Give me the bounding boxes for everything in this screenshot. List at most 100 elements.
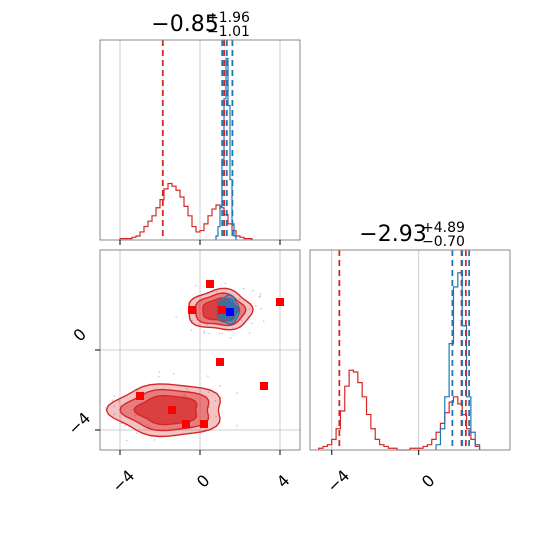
joint-sample-dot (238, 298, 241, 300)
joint-sample-dot (236, 425, 238, 427)
joint-sample-dot (259, 293, 262, 295)
joint-sample-dot (195, 284, 197, 287)
joint-sample-dot (111, 399, 114, 402)
marginal-y-title-plus: +4.89 (422, 220, 465, 236)
joint-sample-dot (113, 405, 115, 408)
joint-sample-dot (175, 316, 177, 318)
joint-point-red-5 (182, 420, 190, 428)
joint-point-blue-0 (226, 308, 234, 316)
joint-sample-dot (118, 400, 120, 402)
joint-sample-dot (229, 336, 232, 339)
marginal-y-panel: −4 0 −2.93 +4.89 −0.70 (309, 220, 511, 496)
joint-point-red-0 (206, 280, 214, 288)
joint-point-red-9 (276, 298, 284, 306)
joint-sample-dot (97, 396, 99, 398)
joint-sample-dot (214, 399, 217, 402)
joint-sample-dot (136, 432, 138, 435)
joint-sample-dot (186, 388, 188, 390)
joint-sample-dot (242, 287, 245, 290)
joint-sample-dot (221, 332, 223, 335)
joint-sample-dot (237, 302, 240, 305)
marginal-y-xtick-label-1: 0 (418, 471, 439, 492)
joint-sample-dot (207, 375, 209, 377)
joint-sample-dot (203, 330, 205, 333)
marginal-y-xtick-label-0: −4 (323, 466, 353, 496)
joint-sample-dot (218, 332, 221, 335)
joint-sample-dot (93, 399, 95, 401)
marginal-y-title: −2.93 (359, 222, 426, 247)
marginal-y-hist-series-1 (435, 272, 481, 450)
joint-sample-dot (248, 308, 251, 310)
joint-sample-dot (125, 439, 128, 442)
marginal-y-grid (331, 250, 420, 450)
marginal-y-histograms (318, 272, 481, 451)
joint-sample-dot (153, 439, 156, 441)
joint-sample-dot (119, 422, 121, 425)
joint-sample-dot (119, 415, 121, 418)
joint-sample-dot (146, 423, 149, 426)
joint-ytick-label-0: −4 (64, 408, 94, 438)
joint-sample-dot (224, 282, 227, 285)
joint-sample-dot (88, 399, 90, 401)
joint-sample-dot (251, 322, 254, 325)
joint-sample-dot (200, 301, 203, 303)
joint-point-red-6 (200, 420, 208, 428)
marginal-y-quantiles (338, 250, 471, 450)
joint-point-red-8 (260, 382, 268, 390)
joint-xtick-label-1: 0 (193, 471, 214, 492)
joint-sample-dot (208, 332, 211, 335)
joint-sample-dot (236, 392, 238, 394)
marginal-x-title: −0.85 (151, 12, 218, 37)
joint-sample-dot (259, 295, 262, 298)
marginal-y-title-minus: −0.70 (422, 234, 465, 250)
joint-panel: −4 0 4 −4 0 (64, 249, 301, 496)
marginal-y-ticks (331, 450, 420, 455)
joint-sample-dot (190, 329, 193, 332)
joint-sample-dot (113, 395, 116, 397)
joint-sample-dot (172, 373, 175, 375)
joint-sample-dot (215, 415, 217, 418)
joint-sample-dot (203, 332, 205, 335)
marginal-x-quantiles (161, 40, 234, 240)
joint-ticks (95, 349, 281, 455)
marginal-x-panel: −0.85 +1.96 −1.01 (99, 10, 301, 245)
joint-sample-dot (260, 307, 262, 310)
marginal-x-ticks (119, 240, 281, 245)
joint-point-red-4 (168, 406, 176, 414)
joint-sample-dot (255, 304, 257, 307)
joint-sample-dot (248, 332, 251, 334)
joint-sample-dot (219, 385, 221, 387)
marginal-y-hist-series-0 (318, 369, 481, 451)
marginal-x-title-median: −0.85 (151, 12, 218, 37)
joint-sample-dot (184, 394, 187, 397)
joint-xtick-label-2: 4 (273, 471, 294, 492)
joint-sample-dot (215, 290, 218, 293)
joint-sample-dot (94, 417, 96, 419)
joint-point-red-1 (188, 306, 196, 314)
joint-sample-dot (206, 324, 208, 326)
joint-sample-dot (136, 390, 139, 392)
joint-sample-dot (183, 394, 185, 396)
marginal-x-title-minus: −1.01 (207, 24, 250, 40)
joint-sample-dot (207, 391, 210, 393)
joint-sample-dot (140, 421, 142, 424)
marginal-x-grid (119, 40, 281, 240)
joint-point-red-2 (218, 306, 226, 314)
marginal-y-frame (310, 250, 510, 450)
marginal-y-border (309, 249, 511, 451)
joint-sample-dot (252, 289, 254, 292)
joint-points (136, 280, 284, 428)
joint-sample-dot (131, 408, 133, 411)
joint-point-red-7 (216, 358, 224, 366)
joint-sample-dot (158, 371, 161, 374)
joint-xtick-label-0: −4 (108, 466, 138, 496)
joint-sample-dot (124, 424, 126, 426)
joint-sample-dot (157, 375, 160, 378)
marginal-x-title-plus: +1.96 (207, 10, 250, 26)
joint-ytick-label-1: 0 (69, 325, 90, 346)
joint-sample-dot (240, 319, 243, 321)
joint-point-red-3 (136, 392, 144, 400)
marginal-y-title-median: −2.93 (359, 222, 426, 247)
marginal-x-hist-series-0 (119, 182, 253, 240)
